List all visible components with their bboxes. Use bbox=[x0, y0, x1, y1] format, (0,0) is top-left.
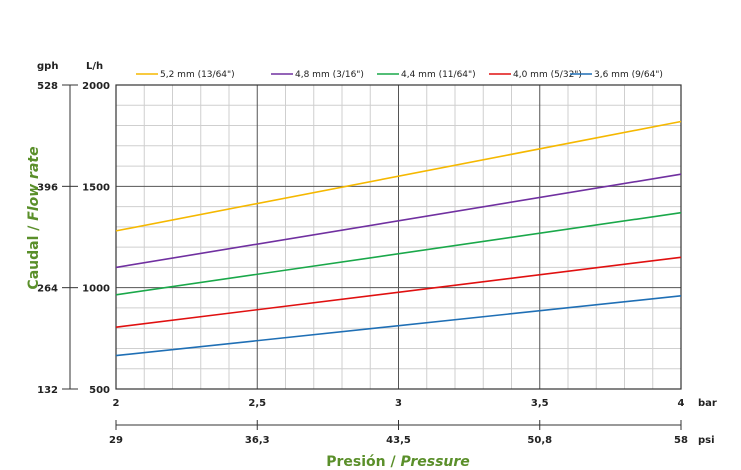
x-tick-label-bar: 2 bbox=[113, 398, 120, 409]
x-tick-label-bar: 3 bbox=[395, 398, 402, 409]
x-axis-title-en: Pressure bbox=[401, 454, 470, 470]
x-axis-title-sep: / bbox=[386, 454, 401, 470]
x-unit-bar: bar bbox=[698, 398, 717, 409]
y-tick-label-gph: 528 bbox=[37, 81, 58, 92]
legend-label-3: 4,0 mm (5/32") bbox=[513, 70, 582, 80]
x-tick-label-psi: 50,8 bbox=[527, 435, 552, 446]
y-tick-label-gph: 264 bbox=[37, 284, 58, 295]
y-tick-label-lh: 2000 bbox=[82, 81, 110, 92]
series-line-3 bbox=[115, 256, 682, 328]
grid bbox=[115, 84, 682, 390]
x-axis-title-es: Presión bbox=[326, 454, 385, 470]
plot-frame bbox=[115, 84, 682, 390]
y-tick-label-lh: 500 bbox=[89, 385, 110, 396]
y-axis-title: Caudal / Flow rate bbox=[26, 146, 42, 289]
x-tick-label-psi: 58 bbox=[674, 435, 688, 446]
x-tick-label-bar: 2,5 bbox=[248, 398, 266, 409]
legend-label-4: 3,6 mm (9/64") bbox=[594, 70, 663, 80]
y-tick-label-gph: 132 bbox=[37, 385, 58, 396]
x-tick-label-psi: 43,5 bbox=[386, 435, 411, 446]
x-tick-label-psi: 29 bbox=[109, 435, 123, 446]
series-line-2 bbox=[115, 211, 682, 296]
x-unit-psi: psi bbox=[698, 435, 715, 446]
legend-label-1: 4,8 mm (3/16") bbox=[295, 70, 364, 80]
axes: 132 500 264 1000 396 1500 528 2000 2 2,5 3 3,5 4 29 36… bbox=[37, 81, 688, 446]
series-line-4 bbox=[115, 295, 682, 357]
y-tick-label-gph: 396 bbox=[37, 182, 58, 193]
y-axis-title-en: Flow rate bbox=[26, 146, 42, 220]
x-tick-label-bar: 3,5 bbox=[531, 398, 549, 409]
series-line-0 bbox=[115, 120, 682, 232]
y-tick-label-lh: 1000 bbox=[82, 284, 110, 295]
y-axis-title-es: Caudal bbox=[26, 236, 42, 290]
x-tick-label-psi: 36,3 bbox=[245, 435, 270, 446]
series-line-1 bbox=[115, 173, 682, 269]
x-tick-label-bar: 4 bbox=[678, 398, 685, 409]
y-unit-gph: gph bbox=[37, 61, 58, 72]
y-axis-title-sep: / bbox=[26, 221, 42, 236]
series-lines bbox=[115, 120, 682, 357]
y-unit-lh: L/h bbox=[86, 61, 103, 72]
y-tick-label-lh: 1500 bbox=[82, 182, 110, 193]
legend-label-2: 4,4 mm (11/64") bbox=[401, 70, 476, 80]
x-axis-title: Presión / Pressure bbox=[326, 454, 470, 470]
legend-label-0: 5,2 mm (13/64") bbox=[160, 70, 235, 80]
legend: 5,2 mm (13/64") 4,8 mm (3/16") 4,4 mm (11/… bbox=[136, 70, 663, 80]
